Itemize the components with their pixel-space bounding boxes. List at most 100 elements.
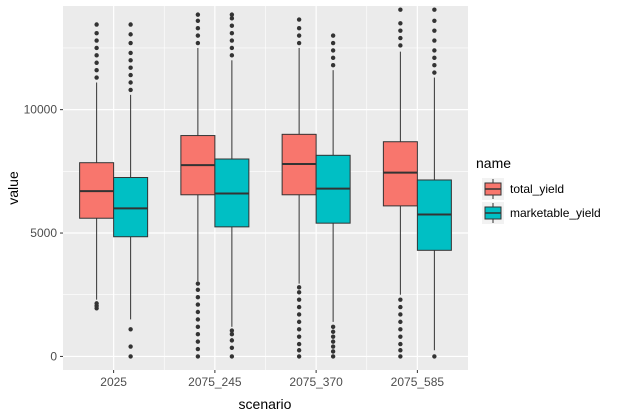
outlier-point — [398, 334, 403, 339]
outlier-point — [229, 23, 235, 28]
outlier-point — [330, 55, 336, 61]
y-tick-label: 0 — [50, 349, 57, 363]
outlier-point — [128, 354, 133, 359]
outlier-point — [296, 26, 302, 31]
box-marketable_yield-2075_370 — [315, 33, 351, 359]
outlier-point — [94, 75, 99, 80]
outlier-point — [330, 349, 336, 354]
outlier-point — [398, 348, 403, 353]
legend-label: marketable_yield — [510, 206, 601, 220]
outlier-point — [296, 40, 302, 46]
outlier-point — [296, 304, 302, 310]
outlier-point — [195, 354, 201, 359]
box-iqr — [113, 177, 149, 238]
outlier-point — [195, 339, 201, 344]
outlier-point — [229, 12, 235, 17]
outlier-point — [330, 33, 336, 38]
outlier-point — [94, 30, 99, 36]
legend-title: name — [476, 155, 511, 171]
outlier-point — [195, 346, 201, 352]
outlier-point — [128, 344, 133, 349]
outlier-point — [195, 317, 201, 322]
outlier-point — [398, 319, 403, 325]
outlier-point — [432, 28, 437, 33]
outlier-point — [128, 327, 133, 332]
outlier-point — [229, 16, 235, 21]
outlier-point — [330, 48, 336, 53]
y-tick-label: 5000 — [30, 226, 57, 240]
outlier-point — [195, 26, 201, 31]
outlier-point — [94, 38, 99, 43]
outlier-point — [195, 295, 201, 300]
outlier-point — [94, 67, 99, 73]
outlier-point — [195, 40, 201, 46]
outlier-point — [229, 345, 235, 350]
outlier-point — [229, 30, 235, 36]
outlier-point — [296, 33, 302, 38]
outlier-point — [296, 327, 302, 332]
outlier-point — [398, 354, 403, 359]
outlier-point — [432, 7, 437, 12]
outlier-point — [398, 35, 403, 41]
outlier-point — [128, 22, 133, 27]
outlier-point — [432, 63, 437, 68]
x-tick-label: 2075_245 — [188, 375, 242, 389]
box-marketable_yield-2075_585 — [416, 7, 452, 359]
y-axis-ticks: 0 5000 10000 — [24, 103, 63, 363]
outlier-point — [432, 48, 437, 53]
outlier-point — [229, 38, 235, 43]
outlier-point — [296, 354, 302, 359]
outlier-point — [128, 87, 133, 93]
outlier-point — [229, 328, 235, 333]
y-tick-label: 10000 — [24, 103, 58, 117]
outlier-point — [195, 324, 201, 330]
x-axis-ticks: 2025 2075_245 2075_370 2075_585 — [100, 370, 444, 389]
outlier-point — [195, 12, 201, 17]
outlier-point — [229, 338, 235, 343]
y-axis-title: value — [5, 171, 21, 205]
legend-item-marketable_yield: marketable_yield — [482, 202, 601, 224]
outlier-point — [330, 63, 336, 68]
box-groups — [79, 7, 452, 359]
outlier-point — [398, 28, 403, 33]
outlier-point — [195, 302, 201, 307]
outlier-point — [94, 301, 99, 306]
outlier-point — [432, 354, 437, 359]
outlier-point — [330, 40, 336, 46]
outlier-point — [432, 55, 437, 61]
outlier-point — [330, 334, 336, 339]
outlier-point — [195, 287, 201, 292]
outlier-point — [128, 50, 133, 56]
outlier-point — [330, 329, 336, 334]
outlier-point — [296, 297, 302, 302]
outlier-point — [398, 304, 403, 310]
outlier-point — [229, 53, 235, 58]
x-tick-label: 2075_370 — [289, 375, 343, 389]
outlier-point — [195, 18, 201, 24]
x-tick-label: 2075_585 — [391, 375, 445, 389]
outlier-point — [296, 334, 302, 339]
outlier-point — [229, 332, 235, 337]
outlier-point — [432, 18, 437, 24]
outlier-point — [296, 290, 302, 295]
box-total_yield-2075_245 — [180, 12, 216, 359]
outlier-point — [398, 312, 403, 317]
outlier-point — [195, 332, 201, 337]
outlier-point — [128, 58, 133, 63]
outlier-point — [195, 281, 201, 286]
outlier-point — [296, 341, 302, 347]
box-marketable_yield-2025 — [113, 22, 149, 359]
outlier-point — [128, 80, 133, 85]
outlier-point — [398, 297, 403, 302]
outlier-point — [398, 43, 403, 48]
outlier-point — [398, 327, 403, 332]
outlier-point — [128, 65, 133, 70]
outlier-point — [432, 38, 437, 43]
outlier-point — [296, 17, 302, 22]
outlier-point — [128, 40, 133, 46]
outlier-point — [330, 339, 336, 344]
outlier-point — [398, 7, 403, 12]
outlier-point — [94, 22, 99, 27]
outlier-point — [229, 354, 235, 359]
